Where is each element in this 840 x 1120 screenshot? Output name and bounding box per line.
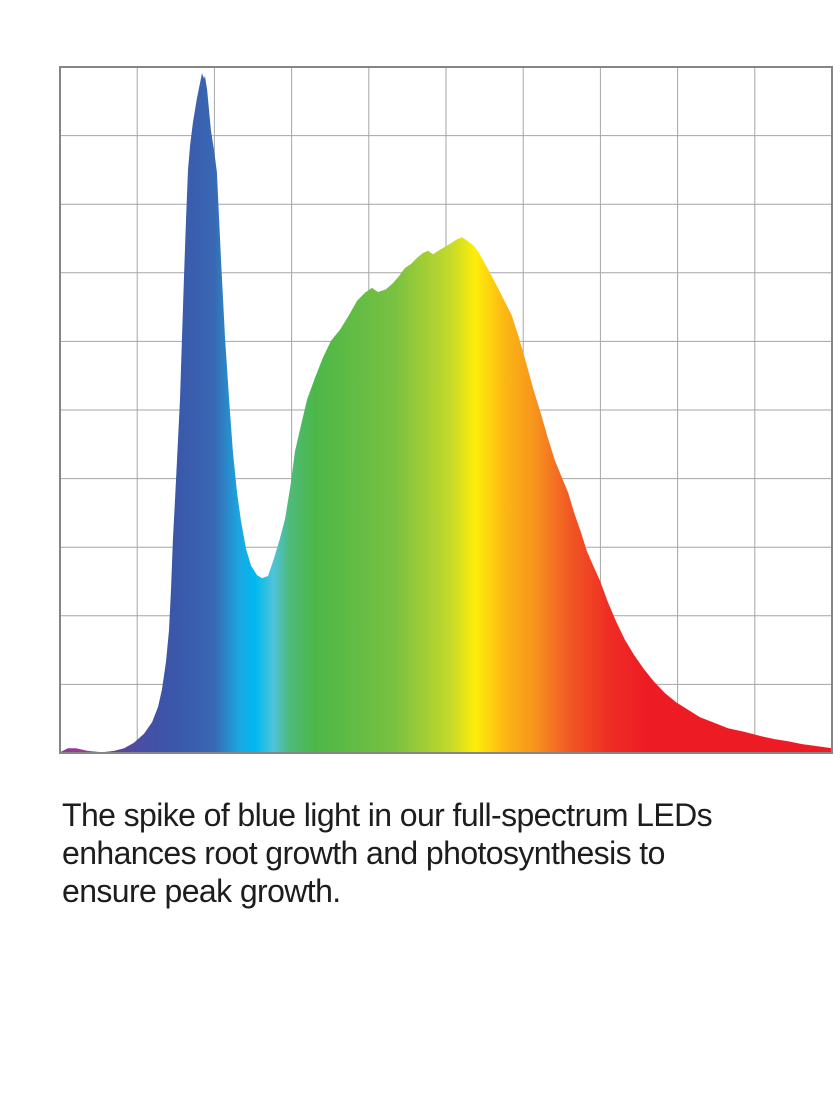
spectrum-chart [59, 66, 833, 754]
caption-line: The spike of blue light in our full-spec… [62, 797, 713, 833]
caption-line: enhances root growth and photosynthesis … [62, 835, 665, 871]
spectrum-area [60, 73, 832, 753]
caption: The spike of blue light in our full-spec… [62, 796, 807, 910]
caption-line: ensure peak growth. [62, 873, 341, 909]
plot-border [59, 66, 833, 754]
